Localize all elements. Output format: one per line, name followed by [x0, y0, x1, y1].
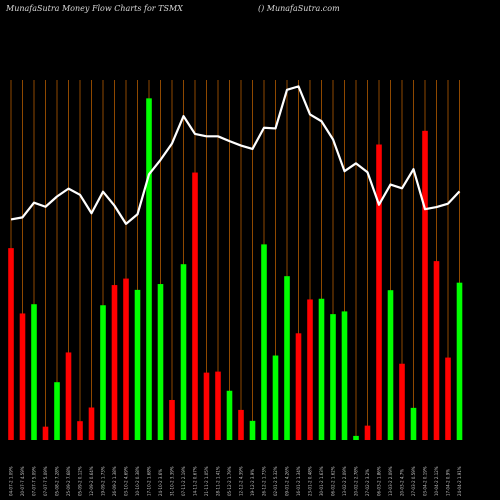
- bar: [284, 276, 290, 440]
- money-flow-line: [10, 85, 461, 225]
- bar: [387, 290, 394, 440]
- x-tick-label: 20-07-7 4.59%: [20, 466, 25, 496]
- bar: [456, 282, 463, 440]
- bar: [111, 285, 118, 440]
- x-tick-label: 07-07-7 5.09%: [32, 466, 37, 496]
- x-tick-label: 10-10-2 0.38%: [135, 466, 140, 496]
- bar: [422, 130, 428, 440]
- x-tick-label: 20-02-2 2.78%: [354, 466, 359, 496]
- bar: [341, 311, 348, 440]
- x-tick-label: 30-01-2 1.63%: [319, 466, 324, 496]
- bar: [180, 264, 187, 440]
- x-tick-label: 07-11-2 2.19%: [181, 466, 186, 496]
- x-tick-label: 04-07-2 1.09%: [9, 466, 14, 496]
- x-tick-label: 17-10-2 1.68%: [147, 466, 152, 496]
- bar: [88, 407, 95, 440]
- bar: [353, 435, 359, 440]
- x-tick-label: 21-11-2 1.05%: [204, 466, 209, 496]
- bar: [410, 407, 417, 440]
- x-tick-label: 07-07-7 5.09%: [43, 466, 48, 496]
- bar: [100, 305, 106, 440]
- x-tick-label: 24-10-2 3.6%: [158, 469, 163, 496]
- bar: [215, 371, 221, 440]
- bar: [54, 382, 60, 440]
- bar: [433, 261, 440, 440]
- bar: [318, 298, 325, 440]
- x-tick-labels: 04-07-2 1.09% 20-07-7 4.59% 07-07-7 5.09% 0…: [9, 466, 463, 496]
- bar: [146, 98, 152, 440]
- bar: [77, 421, 83, 440]
- bar: [249, 420, 256, 440]
- x-tick-label: 28-11-2 1.41%: [216, 466, 221, 496]
- x-tick-label: 16-01-2 1.34%: [296, 466, 301, 496]
- x-tick-label: 19-09-2 1.73%: [101, 466, 106, 496]
- bar: [399, 363, 405, 440]
- bar: [65, 352, 72, 440]
- bar: [376, 144, 382, 440]
- x-tick-label: 17-04-2 0.9%: [446, 469, 451, 496]
- bar: [295, 333, 302, 440]
- x-tick-label: 31-10-2 3.39%: [170, 466, 175, 496]
- line-series: [10, 85, 461, 225]
- bar: [272, 355, 279, 440]
- x-tick-label: 23-01-2 0.48%: [308, 466, 313, 496]
- bar: [307, 299, 313, 440]
- x-tick-label: 13-02-2 2.09%: [342, 466, 347, 496]
- bar: [123, 278, 129, 440]
- x-tick-label: 06-03-2 1.86%: [377, 466, 382, 496]
- x-tick-label: 26-09-2 1.38%: [112, 466, 117, 496]
- bar: [445, 357, 451, 440]
- bar: [261, 244, 267, 440]
- x-tick-label: 03-10-2 4.69%: [124, 466, 129, 496]
- bar: [226, 390, 233, 440]
- bar: [134, 289, 141, 440]
- site-credit: () MunafaSutra.com: [258, 4, 340, 13]
- x-tick-label: 26-12-2 1.73%: [262, 466, 267, 496]
- x-tick-label: 05-09-2 0.12%: [78, 466, 83, 496]
- x-tick-label: 14-11-2 0.67%: [193, 466, 198, 496]
- x-tick-label: 12-09-2 0.64%: [89, 466, 94, 496]
- x-tick-label: 19-12-2 3.9%: [250, 469, 255, 496]
- x-tick-label: 05-08-2 7.28%: [55, 466, 60, 496]
- x-tick-label: 13-03-2 2.09%: [388, 466, 393, 496]
- x-tick-label: 12-12-2 4.39%: [239, 466, 244, 496]
- bar: [169, 399, 175, 440]
- x-tick-label: 20-03-2 4.7%: [400, 469, 405, 496]
- x-tick-label: 02-01-2 5.32%: [273, 466, 278, 496]
- bar: [238, 409, 244, 440]
- bar: [203, 372, 210, 440]
- bar: [42, 426, 49, 440]
- x-tick-label: 27-02-2 3.2%: [365, 469, 370, 496]
- x-tick-label: 03-04-2 0.19%: [423, 466, 428, 496]
- bar: [157, 284, 164, 440]
- x-tick-label: 06-02-2 1.62%: [331, 466, 336, 496]
- bar: [192, 172, 198, 440]
- bar: [330, 314, 336, 440]
- bar: [19, 313, 26, 440]
- x-tick-label: 09-01-2 4.26%: [285, 466, 290, 496]
- x-tick-label: 27-03-2 0.59%: [411, 466, 416, 496]
- x-tick-label: 24-04-2 1.91%: [457, 466, 462, 496]
- chart-title: MunafaSutra Money Flow Charts for TSMX: [6, 4, 183, 13]
- bar: [364, 425, 371, 440]
- x-tick-label: 10-04-2 2.12%: [434, 466, 439, 496]
- x-tick-label: 25-09-2 7.68%: [66, 466, 71, 496]
- x-tick-label: 05-12-2 1.79%: [227, 466, 232, 496]
- bar: [8, 248, 14, 440]
- bar: [31, 304, 37, 440]
- bar-series: [8, 98, 463, 440]
